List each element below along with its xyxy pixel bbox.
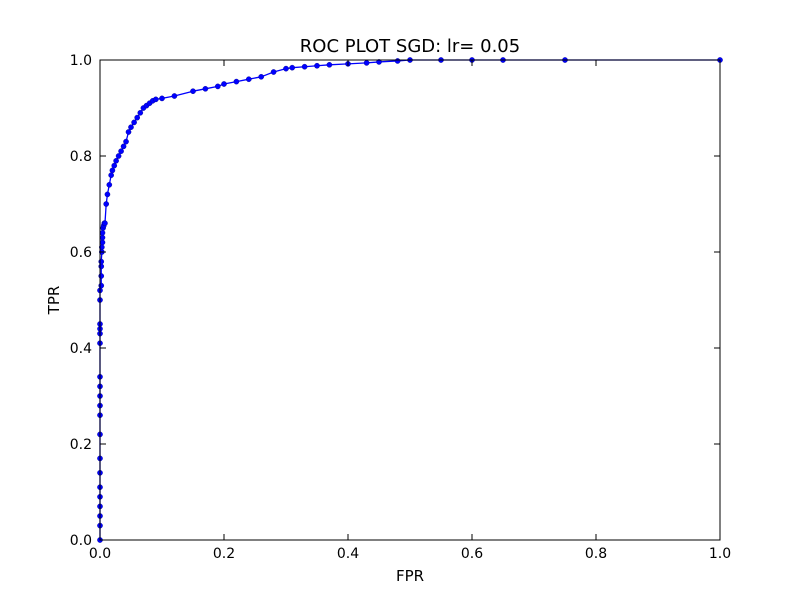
roc-point [202, 86, 209, 92]
roc-point [103, 201, 109, 207]
roc-point [289, 64, 296, 71]
roc-point [363, 60, 370, 66]
roc-point [152, 96, 159, 103]
roc-point [118, 148, 124, 154]
roc-point [131, 119, 137, 126]
roc-point [115, 153, 122, 159]
roc-point [171, 93, 178, 99]
roc-point [98, 258, 105, 265]
roc-point [258, 74, 265, 80]
x-tick-label: 0.2 [213, 546, 235, 562]
roc-point [301, 63, 308, 70]
y-tick-label: 0.8 [70, 149, 92, 165]
roc-point [221, 81, 227, 87]
y-tick-label: 0.0 [70, 533, 92, 549]
roc-point [108, 172, 114, 178]
roc-point [113, 157, 119, 164]
roc-point [376, 59, 382, 65]
roc-point [128, 124, 134, 130]
x-tick-label: 0.6 [461, 546, 483, 562]
roc-point [394, 58, 401, 64]
x-tick-label: 0.0 [89, 546, 111, 562]
roc-point [99, 234, 106, 241]
roc-point [214, 83, 221, 90]
axes-frame [99, 59, 721, 541]
x-tick-label: 0.8 [585, 546, 607, 562]
roc-point [106, 181, 113, 188]
roc-point [99, 239, 106, 246]
roc-point [159, 95, 165, 102]
roc-point [98, 273, 105, 279]
roc-point [123, 138, 129, 145]
roc-point [98, 263, 105, 270]
x-tick-label: 0.4 [337, 546, 359, 562]
x-axis-label: FPR [396, 567, 424, 585]
roc-point [190, 88, 196, 94]
roc-point [104, 191, 111, 198]
roc-point [270, 69, 277, 75]
roc-point [111, 162, 118, 169]
roc-point [314, 62, 320, 69]
roc-point [99, 229, 106, 236]
roc-point [283, 65, 289, 72]
roc-point [134, 114, 140, 121]
roc-point [120, 143, 127, 150]
chart-title: ROC PLOT SGD: lr= 0.05 [300, 36, 520, 57]
roc-point [233, 78, 240, 85]
roc-point [109, 167, 116, 174]
roc-point [245, 76, 252, 82]
roc-point [326, 62, 333, 68]
x-tick-label: 1.0 [709, 546, 731, 562]
roc-point [137, 110, 144, 116]
roc-point [98, 282, 105, 289]
y-tick-label: 0.4 [70, 341, 92, 357]
y-axis-label: TPR [45, 286, 63, 316]
roc-point [125, 129, 132, 135]
y-tick-label: 0.6 [70, 245, 92, 261]
y-tick-label: 0.2 [70, 437, 92, 453]
plot-layer: 0.0 0.2 0.4 0.6 0.8 1.0 0.0 0.2 0.4 0.6 0.8 1.0 [70, 53, 731, 562]
roc-point [102, 220, 108, 226]
y-tick-label: 1.0 [70, 53, 92, 69]
